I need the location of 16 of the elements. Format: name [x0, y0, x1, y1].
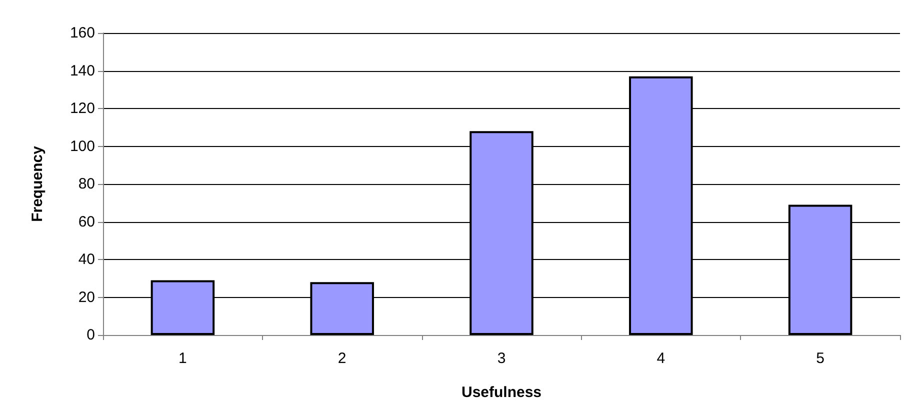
x-tick-label: 1: [178, 350, 187, 367]
y-tick-label: 100: [70, 138, 95, 155]
x-tick-label: 5: [816, 350, 824, 367]
y-tick-label: 80: [78, 176, 95, 192]
y-tick-label: 160: [70, 24, 95, 42]
x-tick-label: 4: [656, 350, 666, 367]
x-tick-label: 2: [338, 350, 346, 367]
y-tick-label: 0: [86, 326, 95, 344]
y-tick-label: 20: [78, 288, 95, 306]
x-tick-label: 3: [497, 350, 506, 367]
y-tick-label: 60: [78, 213, 95, 230]
y-axis-title: Frequency: [29, 145, 46, 222]
y-tick-label: 140: [70, 62, 95, 80]
y-tick-label: 40: [78, 251, 95, 268]
y-tick-label: 120: [70, 100, 95, 117]
x-axis-title: Usefulness: [461, 384, 542, 401]
